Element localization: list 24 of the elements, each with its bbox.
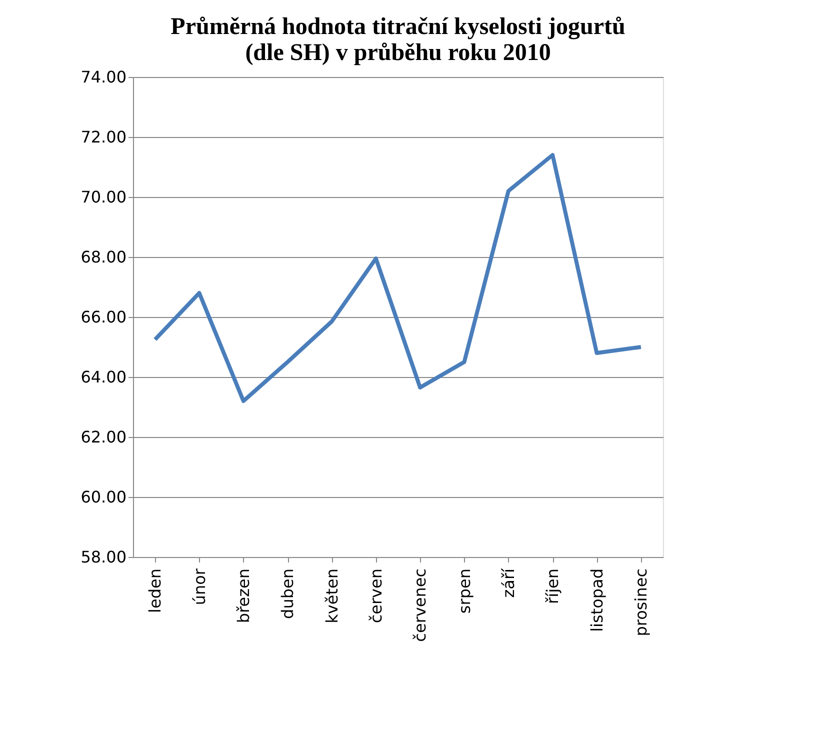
- text: (dle SH) v průběhu roku 2010: [245, 40, 551, 66]
- y-tick-label: 64.00: [80, 368, 126, 386]
- text: Průměrná hodnota titrační kyselosti jogurtů: [170, 14, 626, 40]
- y-tick-label: 70.00: [80, 188, 126, 206]
- x-tick-label: červen: [366, 568, 386, 624]
- y-tick-label: 58.00: [80, 548, 126, 566]
- x-tick-label: srpen: [454, 568, 474, 614]
- x-tick-label: leden: [146, 568, 165, 613]
- x-tick-label: březen: [234, 568, 253, 624]
- x-tick-label: květen: [322, 568, 342, 624]
- line-series: [153, 153, 643, 403]
- x-tick-label: únor: [190, 568, 209, 606]
- y-tick-label: 62.00: [80, 428, 126, 446]
- y-tick-label: 68.00: [80, 248, 126, 266]
- y-tick-label: 72.00: [80, 128, 126, 146]
- x-tick-label: duben: [278, 568, 298, 619]
- y-tick-label: 60.00: [80, 488, 126, 506]
- x-tick-label: říjen: [543, 568, 562, 604]
- x-tick-label: prosinec: [631, 568, 650, 636]
- y-tick-label: 74.00: [80, 68, 126, 86]
- x-tick-label: listopad: [587, 568, 606, 632]
- x-tick-label: červenec: [410, 568, 430, 642]
- x-tick-label: září: [498, 568, 518, 598]
- y-tick-label: 66.00: [80, 308, 126, 326]
